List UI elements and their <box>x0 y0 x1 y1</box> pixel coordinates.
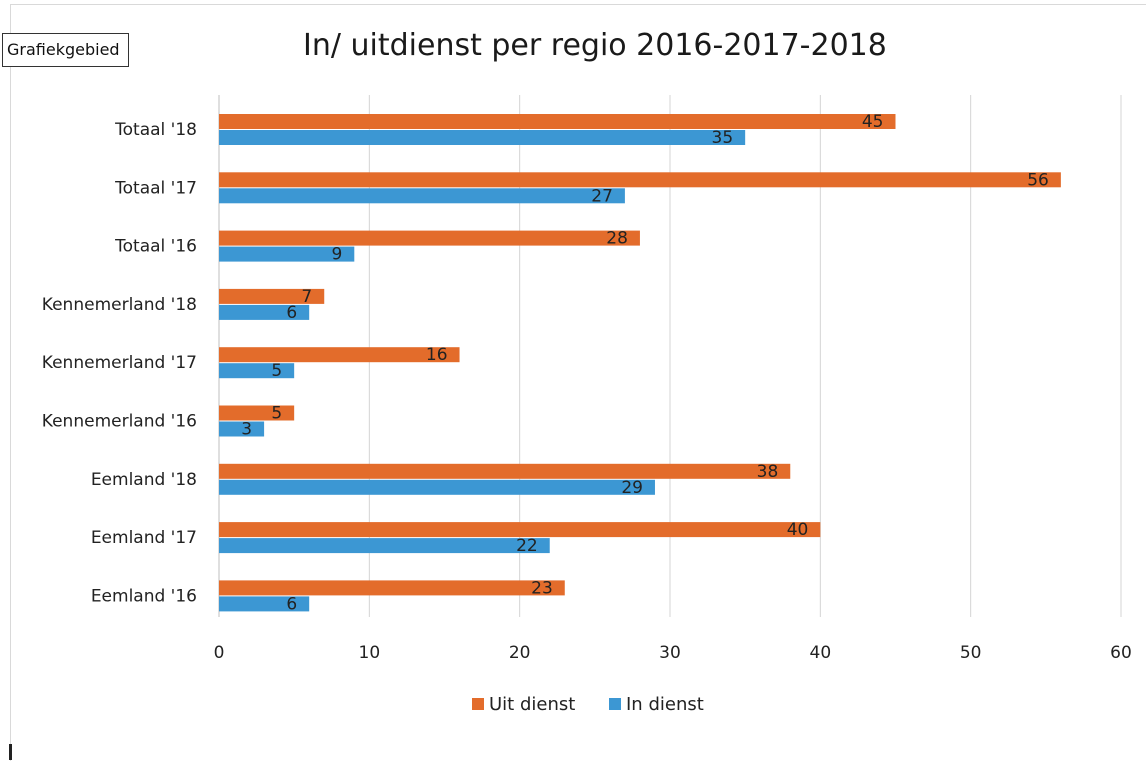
x-tick-label: 30 <box>659 643 681 663</box>
chart-title: In/ uitdienst per regio 2016-2017-2018 <box>303 28 887 63</box>
data-label: 56 <box>1027 170 1049 190</box>
category-label: Totaal '18 <box>114 120 197 140</box>
bar <box>219 405 295 421</box>
bar <box>219 130 746 145</box>
x-tick-label: 50 <box>960 643 982 663</box>
data-label: 29 <box>621 478 643 498</box>
category-label: Kennemerland '18 <box>42 295 197 315</box>
data-label: 22 <box>516 536 538 556</box>
category-label: Eemland '17 <box>91 528 197 548</box>
x-tick-label: 60 <box>1110 643 1132 663</box>
bar <box>219 172 1061 188</box>
bar <box>219 188 625 204</box>
x-tick-label: 20 <box>509 643 531 663</box>
bar <box>219 522 821 538</box>
data-label: 6 <box>286 303 297 323</box>
data-label: 3 <box>241 420 252 440</box>
data-label: 38 <box>757 462 779 482</box>
data-label: 9 <box>331 245 342 265</box>
x-tick-label: 40 <box>810 643 832 663</box>
data-label: 40 <box>787 520 809 540</box>
text-cursor <box>9 744 12 760</box>
bar <box>219 304 310 320</box>
bar <box>219 363 295 379</box>
bar <box>219 479 655 495</box>
data-label: 45 <box>862 112 884 132</box>
category-label: Kennemerland '16 <box>42 412 197 432</box>
bar <box>219 246 355 262</box>
bar <box>219 230 640 246</box>
data-label: 6 <box>286 594 297 614</box>
data-label: 5 <box>271 404 282 424</box>
data-label: 23 <box>531 578 553 598</box>
legend-swatch <box>609 698 621 710</box>
chart-frame <box>10 4 1146 761</box>
x-tick-label: 0 <box>214 643 225 663</box>
legend-swatch <box>472 698 484 710</box>
category-label: Totaal '16 <box>114 237 197 257</box>
bar <box>219 347 460 363</box>
category-label: Eemland '16 <box>91 586 197 606</box>
legend-label: In dienst <box>626 694 704 715</box>
bar <box>219 596 310 612</box>
category-label: Kennemerland '17 <box>42 353 197 373</box>
bar <box>219 463 791 479</box>
legend-label: Uit dienst <box>489 694 575 715</box>
category-label: Eemland '18 <box>91 470 197 490</box>
data-label: 35 <box>712 128 734 148</box>
bar <box>219 288 325 304</box>
data-label: 27 <box>591 186 613 206</box>
chart-area-label[interactable]: Grafiekgebied <box>2 33 129 67</box>
data-label: 16 <box>426 345 448 365</box>
bar <box>219 421 265 437</box>
bar <box>219 538 550 554</box>
x-tick-label: 10 <box>359 643 381 663</box>
bar <box>219 580 565 596</box>
bar <box>219 114 896 129</box>
data-label: 5 <box>271 361 282 381</box>
data-label: 28 <box>606 229 628 249</box>
category-label: Totaal '17 <box>114 178 197 198</box>
data-label: 7 <box>301 287 312 307</box>
